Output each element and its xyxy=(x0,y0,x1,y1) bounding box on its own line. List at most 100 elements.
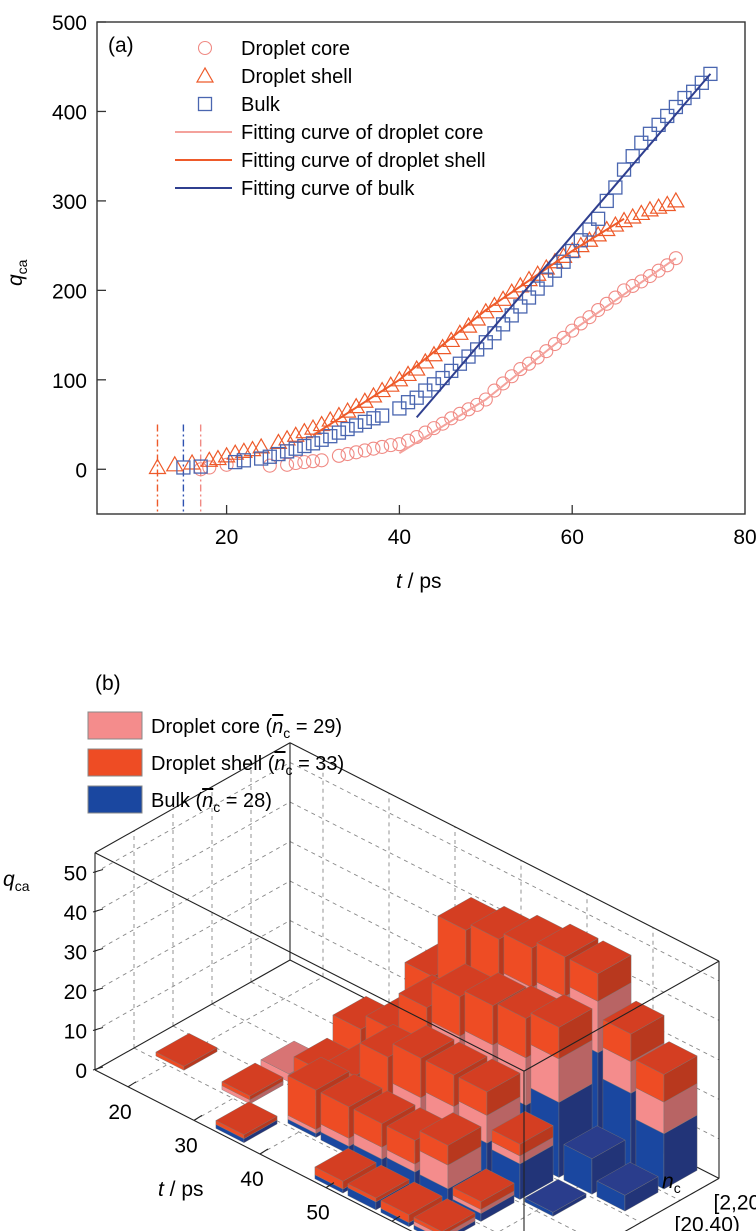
core-marker xyxy=(202,460,217,475)
legend-label: Droplet core xyxy=(241,38,350,60)
fit-line xyxy=(312,217,625,437)
series-bulk xyxy=(176,66,718,475)
core-marker xyxy=(634,274,649,289)
bar-top xyxy=(221,1062,284,1097)
shell-marker xyxy=(502,282,521,299)
grid-line xyxy=(127,976,324,1088)
axis-edge xyxy=(289,742,720,962)
bulk-marker xyxy=(193,459,208,474)
legend-item: Droplet shell xyxy=(195,66,352,88)
bar-stack xyxy=(413,1198,476,1231)
panel-b-ticks: 0102030405020304050607080[2,20)[20,40)[4… xyxy=(64,863,756,1231)
shell-marker xyxy=(658,195,677,212)
legend-swatch xyxy=(87,711,143,740)
legend-swatch xyxy=(87,785,143,814)
bar-top xyxy=(530,994,593,1028)
shell-marker xyxy=(195,66,215,83)
bar-top xyxy=(596,1162,659,1196)
legend-item: Fitting curve of bulk xyxy=(175,178,415,200)
series-droplet-shell xyxy=(148,191,685,475)
legend-label: Bulk (nc = 28) xyxy=(151,790,272,815)
bulk-marker xyxy=(521,290,537,305)
core-marker xyxy=(366,441,381,456)
z-tick-label: 50 xyxy=(64,863,87,886)
bar-top xyxy=(452,1168,515,1202)
x-tick-label: 80 xyxy=(733,526,756,549)
bar-stack xyxy=(215,1101,278,1144)
panel-a-label: (a) xyxy=(108,34,134,57)
bulk-marker xyxy=(703,66,718,82)
legend-item: Fitting curve of droplet core xyxy=(175,122,483,144)
panel-a-ticks: 0 100 200 300 400 500 20 40 60 80 xyxy=(52,12,756,549)
y-axis-sub: ca xyxy=(14,259,30,274)
bar-top xyxy=(320,1073,383,1108)
panel-a-frame xyxy=(96,21,746,515)
x-tick-label: 60 xyxy=(561,526,584,549)
bulk-marker xyxy=(314,432,329,447)
bulk-marker xyxy=(608,180,623,195)
shell-marker xyxy=(381,375,400,392)
z-tick-label: 40 xyxy=(64,902,87,925)
y-tick-label: 0 xyxy=(75,459,87,482)
nc-tick-label: [2,20) xyxy=(714,1191,756,1214)
bulk-marker xyxy=(279,444,295,459)
bulk-marker xyxy=(651,117,666,133)
bulk-marker xyxy=(590,211,606,226)
shell-marker xyxy=(243,440,262,457)
x-tick-label: 20 xyxy=(215,526,238,549)
shell-marker xyxy=(165,455,184,472)
bar-top xyxy=(155,1033,218,1067)
bar-top xyxy=(419,1112,482,1146)
bar-top xyxy=(425,1041,488,1076)
core-marker xyxy=(444,411,459,426)
t-tick-label: 40 xyxy=(240,1168,263,1191)
core-marker xyxy=(349,445,364,460)
y-axis-var: q xyxy=(4,274,27,286)
shell-marker xyxy=(269,433,288,450)
panel-b-nclabel: nc xyxy=(662,1170,681,1196)
legend-item: Bulk (nc = 28) xyxy=(87,785,272,815)
bulk-marker xyxy=(400,395,416,410)
bar-top xyxy=(464,972,527,1006)
core-marker xyxy=(582,310,597,325)
grid-line xyxy=(94,880,291,992)
y-tick-label: 100 xyxy=(52,370,87,393)
shell-marker xyxy=(208,449,227,466)
bar-stack xyxy=(221,1062,284,1105)
shell-marker xyxy=(390,370,409,387)
bar-top xyxy=(413,1198,476,1231)
core-marker xyxy=(487,383,502,398)
legend-swatch xyxy=(87,748,143,777)
bar-top xyxy=(347,1164,410,1199)
bulk-marker xyxy=(409,390,424,405)
bar-top xyxy=(215,1101,278,1136)
bar-top xyxy=(491,1110,554,1145)
bulk-marker xyxy=(374,408,390,423)
bulk-marker xyxy=(668,99,684,115)
fit-line xyxy=(415,73,712,419)
t-tick-mark xyxy=(259,1148,269,1155)
bulk-marker xyxy=(495,317,511,332)
bulk-marker xyxy=(236,453,252,468)
shell-marker xyxy=(597,220,616,237)
core-marker xyxy=(392,437,407,452)
shell-marker xyxy=(329,406,348,423)
core-marker xyxy=(375,439,390,454)
x-axis-var: t xyxy=(396,570,403,593)
x-tick-label: 40 xyxy=(388,526,411,549)
panel-b-front-frame xyxy=(94,852,720,1231)
shell-marker xyxy=(615,211,634,228)
core-marker xyxy=(262,458,277,473)
t-tick-label: 30 xyxy=(174,1134,197,1157)
nc-tick-label: [20,40) xyxy=(675,1213,740,1231)
axis-edge xyxy=(94,742,291,854)
bar-top xyxy=(635,1041,698,1075)
core-marker xyxy=(642,269,658,284)
y-tick-label: 300 xyxy=(52,191,87,214)
core-marker xyxy=(461,402,476,417)
shell-marker xyxy=(580,231,599,247)
panel-b-tlabel: t / ps xyxy=(158,1178,204,1201)
shell-marker xyxy=(217,446,236,463)
bulk-marker xyxy=(686,84,701,99)
